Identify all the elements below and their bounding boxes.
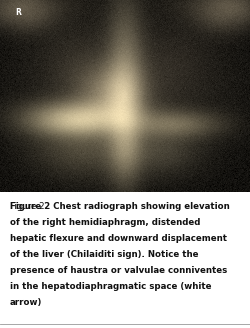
Text: arrow): arrow)	[10, 298, 42, 307]
Text: Figure 2: Figure 2	[10, 201, 48, 211]
Text: R: R	[15, 8, 21, 17]
Text: hepatic flexure and downward displacement: hepatic flexure and downward displacemen…	[10, 234, 227, 243]
Text: of the right hemidiaphragm, distended: of the right hemidiaphragm, distended	[10, 217, 200, 227]
Text: Figure 2 Chest radiograph showing elevation: Figure 2 Chest radiograph showing elevat…	[10, 201, 230, 211]
Text: in the hepatodiaphragmatic space (white: in the hepatodiaphragmatic space (white	[10, 282, 211, 291]
Text: of the liver (Chilaiditi sign). Notice the: of the liver (Chilaiditi sign). Notice t…	[10, 250, 198, 259]
Text: presence of haustra or valvulae conniventes: presence of haustra or valvulae conniven…	[10, 266, 227, 275]
